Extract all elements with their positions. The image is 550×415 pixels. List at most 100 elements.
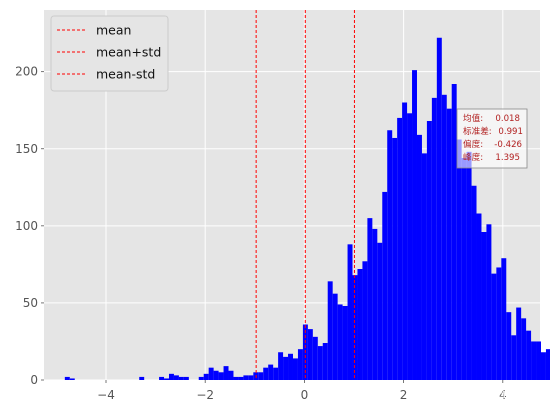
histogram-bar: [446, 108, 452, 381]
histogram-bar: [486, 224, 492, 380]
histogram-bar: [540, 352, 546, 380]
histogram-bar: [238, 376, 244, 380]
histogram-bar: [268, 364, 274, 380]
histogram-bar: [203, 373, 209, 380]
histogram-bar: [347, 244, 353, 380]
histogram-bar: [392, 137, 398, 380]
histogram-bar: [139, 376, 145, 380]
y-tick-label-2: 100: [15, 219, 38, 233]
x-tick-label-0: −4: [97, 388, 115, 402]
histogram-bar: [233, 376, 239, 380]
histogram-bar: [536, 341, 541, 380]
histogram-bar: [545, 349, 550, 380]
histogram-bar: [178, 376, 184, 380]
histogram-bar: [322, 343, 328, 380]
histogram-bar: [258, 372, 264, 380]
histogram-bar: [377, 242, 383, 380]
histogram-bar: [441, 94, 447, 381]
y-axis-ticks: 0 50 100 150 200: [15, 65, 44, 387]
stats-mean-label: 均值:: [463, 112, 483, 124]
histogram-bar: [466, 151, 472, 380]
stats-std-value: 0.991: [498, 127, 523, 137]
histogram-bar: [168, 373, 174, 380]
histogram-bar: [213, 370, 219, 380]
stats-kurtosis-value: 1.395: [495, 153, 520, 163]
legend-box: [50, 15, 169, 92]
histogram-bar: [367, 218, 373, 380]
x-tick-label-1: −2: [196, 388, 214, 402]
histogram-bar: [243, 375, 249, 380]
histogram-bar: [273, 367, 279, 380]
histogram-bar: [159, 376, 165, 380]
histogram-bar: [382, 191, 388, 380]
histogram-bars: [64, 37, 550, 381]
histogram-bar: [248, 375, 254, 380]
histogram-bar: [511, 335, 517, 380]
histogram-bar: [372, 228, 378, 380]
histogram-bar: [471, 185, 477, 380]
x-tick-label-4: 4: [499, 388, 507, 402]
y-tick-label-0: 0: [30, 373, 38, 387]
histogram-bar: [436, 37, 442, 380]
histogram-bar: [402, 102, 408, 380]
x-axis-ticks: −4 −2 0 2 4: [97, 380, 507, 402]
histogram-bar: [198, 376, 204, 380]
histogram-bar: [164, 378, 169, 380]
histogram-bar: [218, 372, 224, 380]
histogram-bar: [481, 232, 487, 380]
histogram-bar: [397, 117, 403, 381]
histogram-bar: [407, 113, 413, 381]
histogram-bar: [387, 130, 393, 380]
stats-skew-label: 偏度:: [463, 138, 483, 150]
histogram-bar: [312, 336, 318, 380]
histogram-bar: [461, 158, 467, 380]
histogram-bar: [228, 370, 234, 380]
histogram-bar: [431, 97, 437, 380]
stats-skew-value: -0.426: [494, 140, 522, 150]
y-tick-label-3: 150: [15, 142, 38, 156]
stats-mean-value: 0.018: [495, 114, 520, 124]
histogram-bar: [501, 258, 507, 380]
histogram-bar: [278, 352, 284, 380]
histogram-bar: [416, 134, 422, 380]
histogram-bar: [421, 153, 427, 380]
reference-lines: [255, 10, 355, 380]
stats-std-label: 标准差:: [463, 125, 492, 137]
histogram-bar: [451, 84, 457, 380]
y-tick-label-4: 200: [15, 65, 38, 79]
histogram-bar: [456, 139, 462, 380]
histogram-bar: [288, 353, 293, 380]
legend: mean mean+std mean-std: [50, 15, 169, 92]
stats-box-frame: [456, 108, 528, 169]
histogram-bar: [317, 346, 323, 380]
stats-box: 均值: 0.018 标准差: 0.991 偏度: -0.426 峰度: 1.39…: [456, 108, 528, 169]
histogram-bar: [173, 375, 179, 380]
histogram-bar: [283, 356, 289, 380]
histogram-bar: [292, 358, 298, 380]
histogram-bar: [263, 367, 269, 380]
histogram-bar: [183, 376, 189, 380]
x-tick-label-2: 0: [301, 388, 309, 402]
histogram-bar: [69, 378, 75, 380]
histogram-bar: [332, 293, 338, 380]
legend-label-mean: mean: [96, 23, 131, 38]
histogram-bar: [496, 267, 502, 380]
y-tick-label-1: 50: [23, 296, 38, 310]
stats-kurtosis-label: 峰度:: [463, 151, 483, 163]
histogram-bar: [223, 366, 229, 380]
histogram-bar: [476, 213, 482, 380]
histogram-bar: [337, 304, 343, 380]
histogram-bar: [307, 329, 313, 380]
histogram-bar: [342, 306, 348, 380]
histogram-bar: [531, 341, 537, 380]
histogram-bar: [516, 307, 522, 380]
x-tick-label-3: 2: [400, 388, 408, 402]
histogram-bar: [297, 349, 303, 380]
histogram-bar: [521, 318, 527, 380]
histogram-bar: [327, 281, 333, 380]
histogram-bar: [491, 273, 497, 380]
histogram-bar: [426, 121, 432, 380]
histogram-bar: [526, 330, 532, 380]
histogram-bar: [506, 312, 512, 380]
